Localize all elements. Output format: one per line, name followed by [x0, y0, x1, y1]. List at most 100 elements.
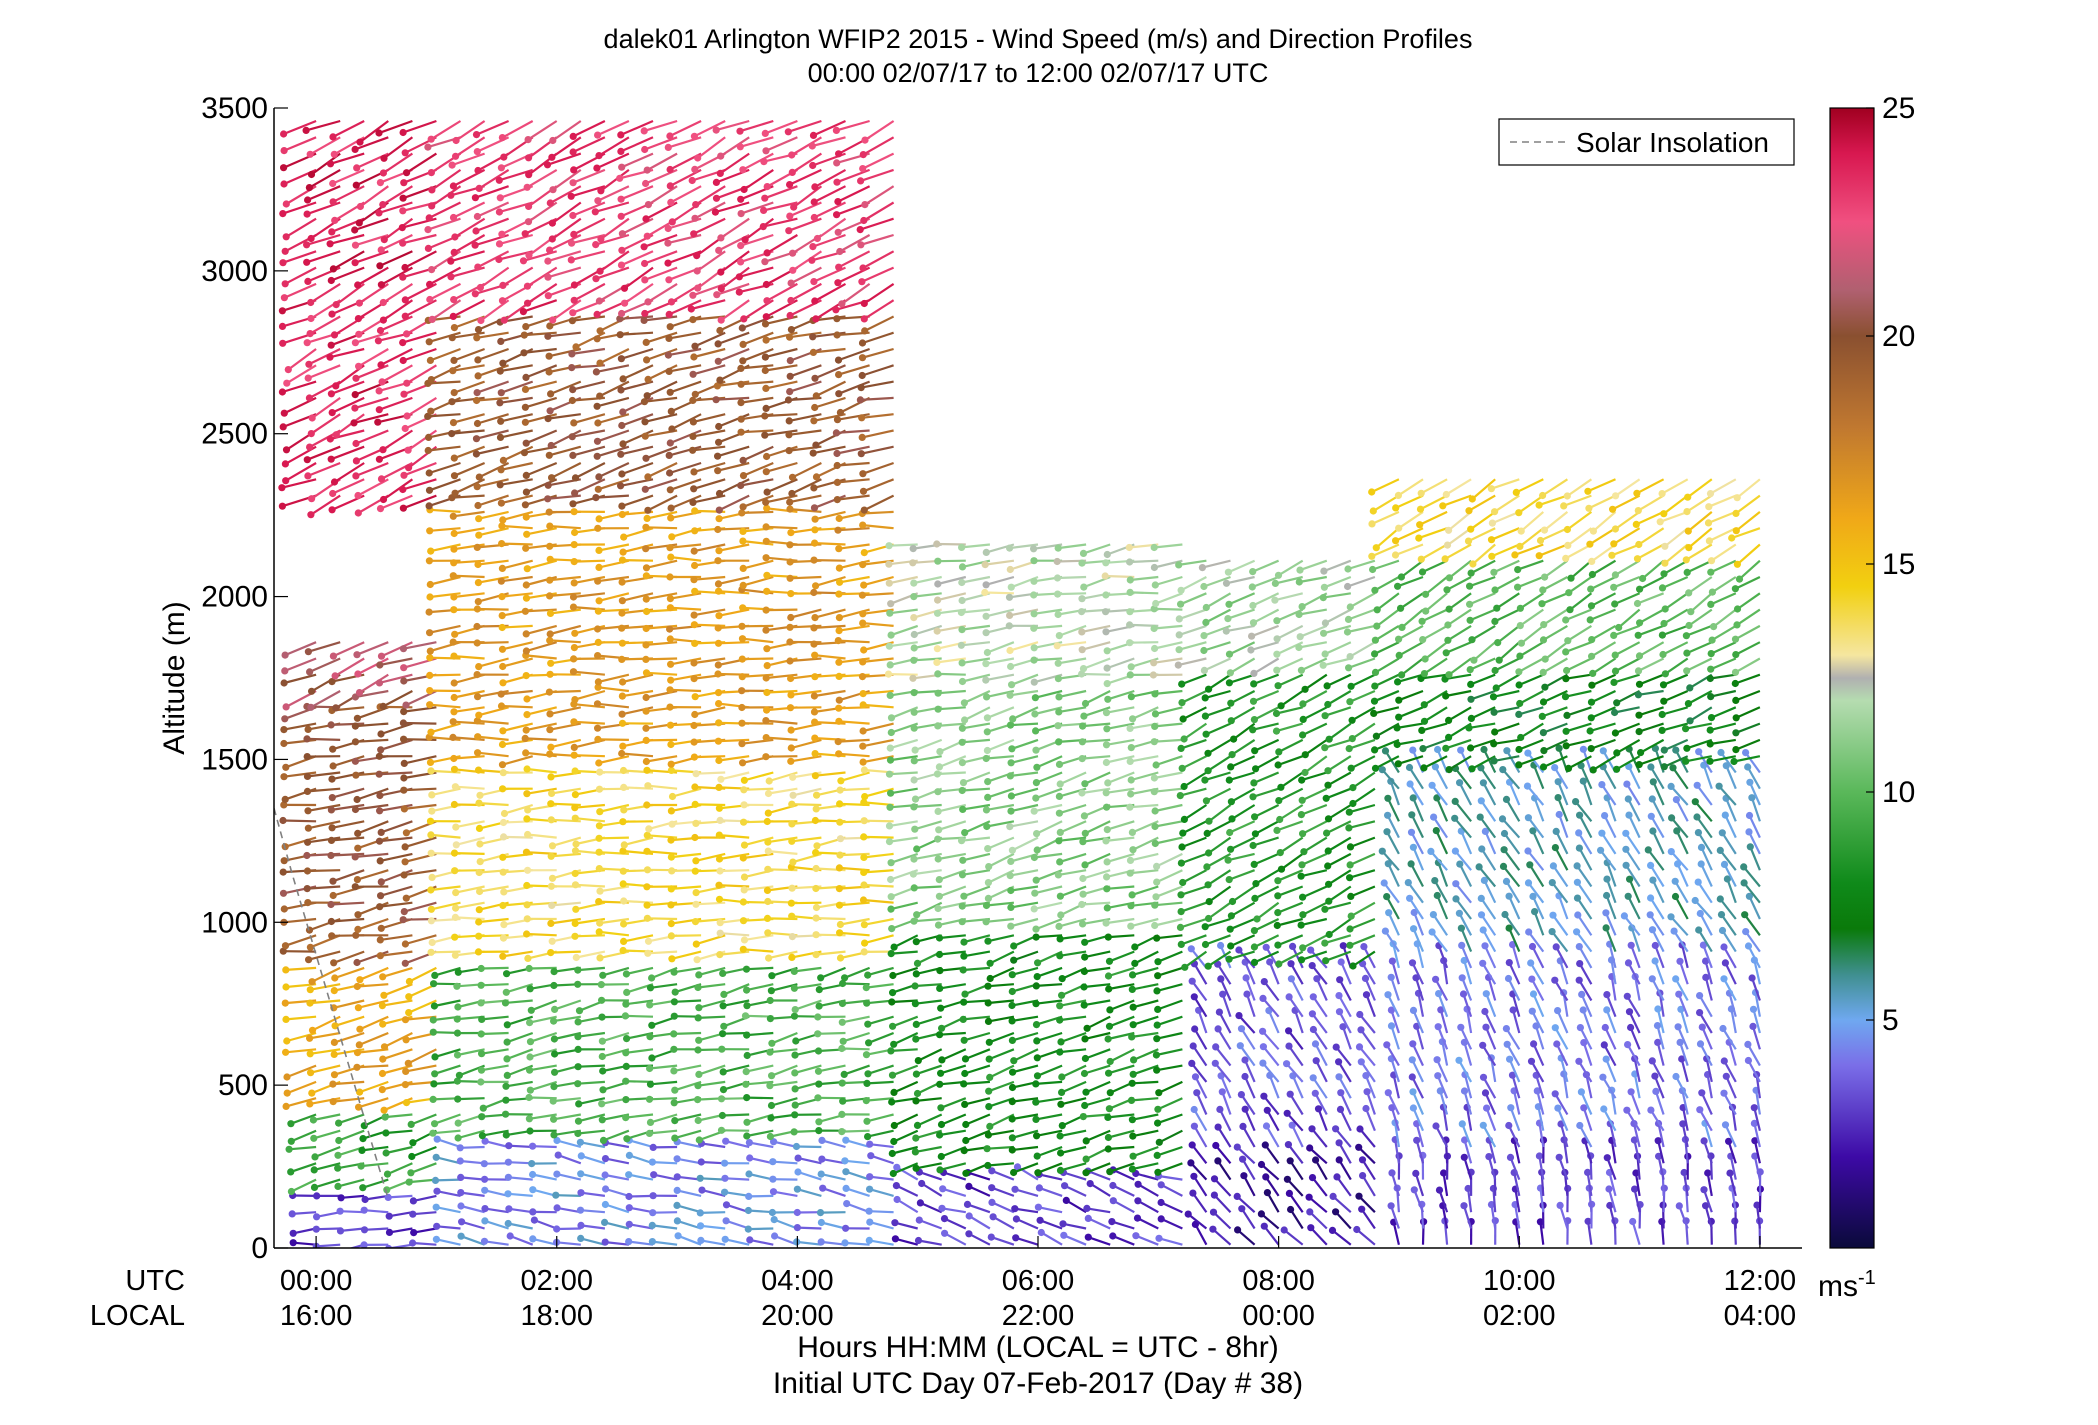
wind-barb: [313, 1211, 341, 1221]
wind-barb-head: [502, 1082, 510, 1090]
wind-barb-head: [594, 197, 602, 205]
wind-barb-head: [307, 314, 315, 323]
wind-barb-head: [377, 924, 385, 932]
wind-barb-head: [571, 919, 579, 928]
wind-barb-head: [500, 888, 508, 896]
wind-barb-head: [520, 449, 529, 457]
wind-barb-head: [279, 816, 287, 825]
wind-barb-head: [814, 1013, 822, 1021]
wind-barb-head: [375, 209, 383, 217]
wind-barb-head: [432, 1203, 440, 1211]
wind-barb-stick: [382, 299, 414, 322]
wind-barb-head: [499, 868, 507, 876]
wind-barb-head: [498, 593, 506, 601]
wind-barb-head: [545, 508, 553, 516]
wind-barb-head: [692, 201, 700, 209]
wind-barb-head: [643, 801, 651, 809]
wind-barb-stick: [532, 1237, 557, 1246]
wind-barb-head: [451, 913, 459, 922]
wind-barb-head: [426, 295, 434, 304]
wind-barb: [354, 657, 389, 678]
wind-barb-head: [477, 964, 485, 973]
wind-barb-head: [282, 966, 290, 974]
wind-barb-head: [860, 549, 868, 557]
wind-barb-stick: [383, 983, 413, 997]
wind-barb-head: [377, 746, 385, 754]
wind-barb-head: [737, 428, 745, 436]
wind-barb-head: [670, 1045, 678, 1053]
wind-barb-head: [691, 710, 699, 719]
wind-barb: [410, 1227, 437, 1237]
wind-barb-head: [602, 1185, 610, 1193]
wind-barb-head: [375, 387, 383, 395]
wind-barb-stick: [357, 983, 389, 988]
wind-barb-head: [474, 501, 482, 510]
wind-barb-head: [714, 357, 722, 365]
wind-barb-head: [766, 1082, 774, 1090]
wind-barb-head: [673, 1186, 681, 1194]
wind-barb-head: [336, 1207, 344, 1215]
wind-barb-head: [450, 356, 458, 364]
wind-barb-head: [786, 181, 794, 189]
wind-barb-head: [764, 789, 773, 798]
wind-barb-head: [505, 1142, 513, 1150]
wind-barb-head: [529, 1208, 537, 1216]
wind-barb-stick: [509, 1234, 534, 1246]
wind-barb-stick: [454, 852, 485, 855]
wind-barb-head: [674, 1232, 682, 1240]
wind-barb-head: [500, 316, 508, 324]
wind-barb-head: [835, 885, 844, 893]
wind-barb-stick: [380, 494, 413, 510]
wind-barb-head: [450, 324, 458, 332]
wind-barb-head: [743, 1094, 751, 1102]
wind-barb-head: [622, 970, 631, 978]
wind-barb-head: [666, 625, 674, 633]
wind-barb-head: [715, 804, 724, 812]
wind-barb-head: [834, 526, 842, 534]
wind-barb-head: [622, 1049, 630, 1057]
wind-barb-head: [715, 895, 724, 903]
chart-subtitle: 00:00 02/07/17 to 12:00 02/07/17 UTC: [808, 58, 1269, 88]
wind-barb-head: [737, 380, 745, 388]
wind-barb-stick: [647, 917, 678, 921]
wind-barb-stick: [404, 836, 437, 848]
wind-barb-stick: [765, 755, 798, 758]
wind-barb-head: [279, 889, 288, 897]
wind-barb-stick: [290, 1178, 317, 1193]
wind-barb-head: [304, 725, 312, 734]
wind-barb-head: [427, 547, 435, 555]
wind-barb-head: [643, 866, 652, 874]
wind-barb-head: [671, 1117, 679, 1125]
wind-barb-head: [691, 639, 699, 648]
wind-barb-head: [596, 327, 604, 335]
wind-barb-head: [546, 726, 554, 734]
wind-barb-head: [571, 791, 580, 799]
wind-barb-head: [497, 499, 505, 507]
wind-barb-head: [594, 577, 602, 585]
wind-barb-head: [526, 1019, 534, 1027]
wind-barb-stick: [378, 396, 413, 411]
wind-barb-head: [594, 419, 602, 427]
wind-barb-stick: [817, 1031, 846, 1035]
wind-barb-head: [352, 181, 360, 189]
wind-barb-head: [817, 1218, 826, 1227]
wind-barb-head: [431, 1070, 439, 1078]
wind-barb-head: [617, 386, 625, 394]
wind-barb-head: [433, 1222, 441, 1230]
wind-barb-head: [594, 678, 603, 686]
wind-barb-head: [351, 404, 359, 412]
wind-barb-stick: [460, 1145, 485, 1149]
wind-barb-head: [280, 180, 288, 188]
wind-barb-head: [280, 130, 288, 138]
wind-barb-head: [429, 1016, 437, 1024]
wind-barb: [504, 1173, 533, 1181]
wind-barb: [353, 787, 389, 804]
wind-barb-head: [577, 1221, 585, 1229]
wind-barb-head: [385, 1244, 393, 1248]
wind-barb-head: [834, 637, 842, 645]
wind-barb-head: [450, 765, 459, 773]
wind-barb: [329, 168, 365, 188]
wind-barb: [399, 494, 437, 512]
wind-barb-head: [546, 576, 554, 584]
wind-barb-stick: [404, 803, 437, 810]
